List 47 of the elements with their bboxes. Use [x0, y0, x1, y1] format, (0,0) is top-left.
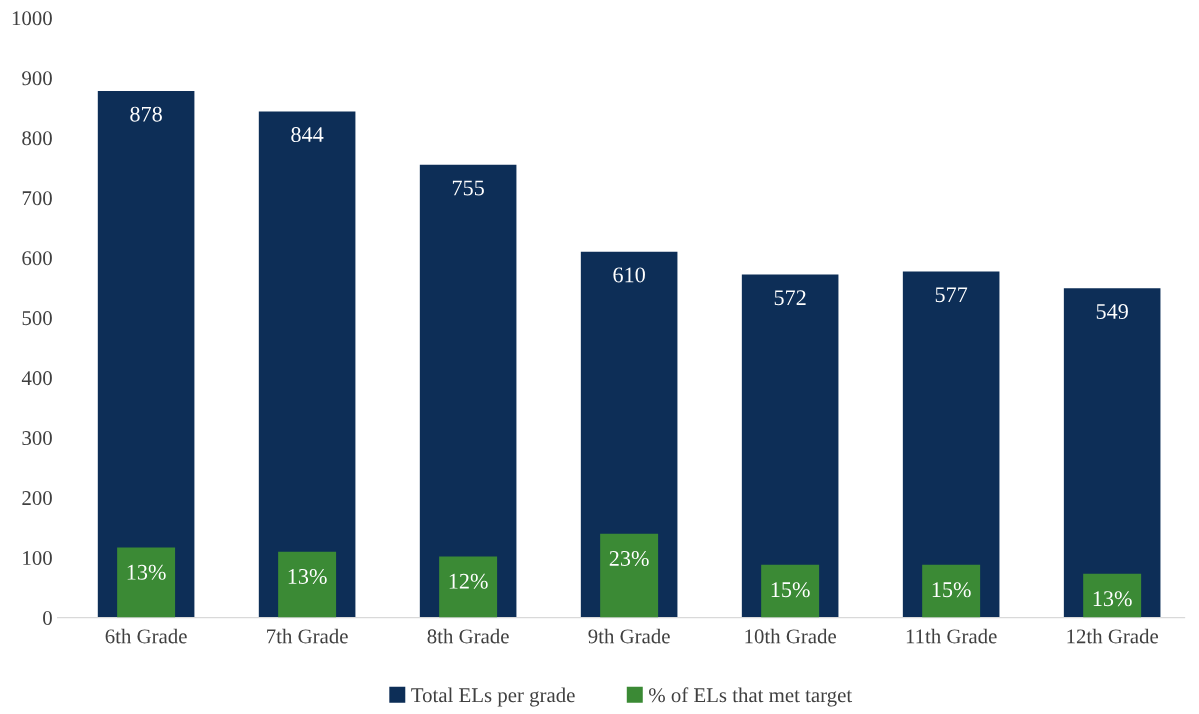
y-tick-label: 1000 [12, 11, 52, 26]
y-tick-label: 200 [22, 491, 52, 506]
annotation: 15% [771, 582, 810, 598]
x-tick-label: 8th Grade [427, 628, 509, 644]
x-tick-label: 12th Grade [1067, 628, 1159, 644]
annotation: 13% [288, 568, 327, 585]
x-tick-label: 7th Grade [267, 628, 348, 644]
annotation: 15% [932, 582, 971, 598]
data-label: 572 [774, 290, 806, 306]
bar [419, 164, 517, 618]
bar [761, 564, 820, 618]
data-label: 549 [1096, 304, 1128, 319]
bar [258, 111, 356, 618]
annotation: 23% [609, 550, 649, 567]
bar [117, 547, 176, 618]
y-tick-label: 500 [22, 311, 52, 326]
x-tick-label: 10th Grade [745, 628, 836, 644]
bar [922, 564, 981, 618]
data-label: 577 [935, 287, 968, 303]
y-tick-label: 400 [21, 371, 52, 386]
y-tick-label: 800 [22, 131, 52, 146]
bar [1063, 288, 1161, 618]
data-label: 844 [291, 127, 324, 143]
bar [902, 271, 1000, 618]
y-tick-label: 700 [22, 191, 52, 206]
y-tick-label: 600 [22, 251, 52, 266]
bar [600, 533, 659, 618]
legend-label: Total ELs per grade [411, 687, 575, 707]
bar [439, 556, 498, 618]
bar [741, 274, 839, 618]
data-label: 878 [130, 106, 162, 122]
x-tick-label: 9th Grade [588, 628, 670, 644]
x-tick-label: 6th Grade [105, 628, 187, 644]
data-label: 755 [452, 180, 484, 196]
y-tick-label: 0 [43, 610, 52, 626]
data-label: 610 [613, 267, 645, 283]
y-tick-label: 900 [22, 71, 52, 86]
bar [97, 91, 195, 618]
bar [1083, 573, 1142, 618]
annotation: 13% [1093, 591, 1132, 607]
y-tick-label: 300 [22, 431, 52, 446]
annotation: 13% [127, 564, 166, 580]
bar [278, 551, 337, 618]
y-tick-label: 100 [23, 551, 52, 566]
x-tick-label: 11th Grade [906, 628, 997, 644]
annotation: 12% [449, 573, 488, 589]
legend-label: % of ELs that met target [649, 687, 853, 707]
